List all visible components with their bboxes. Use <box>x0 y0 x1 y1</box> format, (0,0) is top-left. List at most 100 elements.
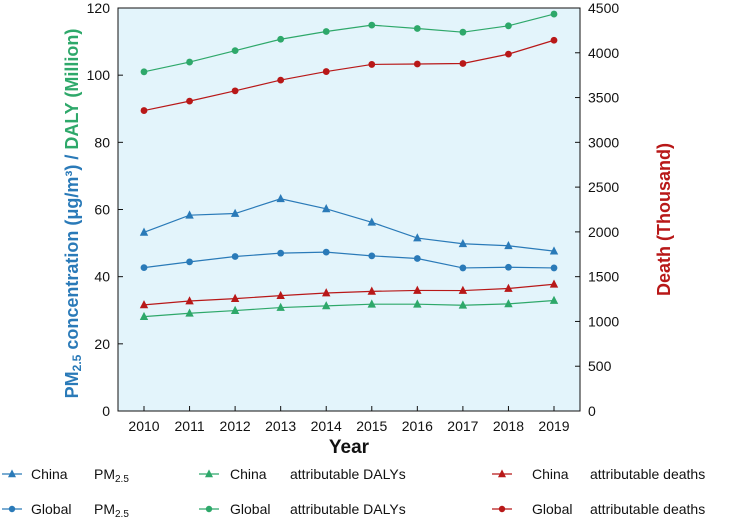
legend-label: PM2.5 <box>94 501 129 520</box>
left-tick-label: 80 <box>94 134 110 150</box>
legend-region: China <box>31 466 68 482</box>
data-point-global_pm <box>413 255 421 262</box>
data-point-china_pm <box>276 193 285 203</box>
right-tick-label: 1000 <box>588 313 619 329</box>
data-point-global_death <box>505 50 512 58</box>
legend-region: Global <box>31 501 71 517</box>
legend-item-china_death: China attributable deaths <box>492 466 705 482</box>
data-point-china_pm <box>139 227 149 236</box>
data-point-global_daly <box>550 10 558 18</box>
data-point-global_daly <box>413 25 421 32</box>
data-point-global_pm <box>322 248 330 256</box>
data-point-global_pm <box>459 264 467 272</box>
data-point-global_pm <box>368 252 376 260</box>
data-point-china_pm <box>413 233 422 242</box>
legend-label: attributable DALYs <box>290 466 406 482</box>
x-axis-title: Year <box>329 437 370 458</box>
data-point-global_daly <box>186 58 193 66</box>
legend-item-global_pm: Global PM2.5 <box>2 501 129 520</box>
data-point-global_death <box>322 68 330 75</box>
series-line-china_death <box>143 283 555 306</box>
legend-label: PM2.5 <box>94 466 129 485</box>
legend-item-global_daly: Global attributable DALYs <box>199 501 406 517</box>
left-axis-title: PM2.5 concentration (μg/m³) / DALY (Mill… <box>62 29 84 399</box>
data-point-china_death <box>230 293 240 302</box>
data-point-china_death <box>185 296 194 305</box>
left-tick-label: 100 <box>87 67 111 83</box>
x-tick-label: 2015 <box>356 418 387 434</box>
x-tick-label: 2019 <box>538 418 569 434</box>
x-tick-label: 2010 <box>128 418 159 434</box>
data-point-global_pm <box>277 249 285 257</box>
right-tick-label: 4000 <box>588 45 619 61</box>
data-point-global_daly <box>231 47 239 55</box>
data-point-china_pm <box>322 204 331 213</box>
data-point-global_death <box>459 60 467 67</box>
data-point-china_pm <box>504 240 513 250</box>
x-tick-label: 2012 <box>220 418 251 434</box>
plot-area <box>117 7 581 412</box>
data-point-china_death <box>276 290 285 300</box>
x-tick-label: 2014 <box>311 418 342 434</box>
data-point-global_daly <box>322 28 330 35</box>
data-point-china_daly <box>367 299 376 308</box>
data-point-china_daly <box>139 311 149 320</box>
legend-item-china_daly: China attributable DALYs <box>199 466 406 482</box>
data-point-global_pm <box>186 258 193 266</box>
data-point-global_pm <box>550 264 558 272</box>
legend-label: attributable deaths <box>590 501 705 517</box>
right-tick-label: 3000 <box>588 134 619 150</box>
series-line-global_pm <box>143 251 555 269</box>
data-point-global_death <box>277 76 285 84</box>
series-global_daly <box>140 10 558 76</box>
right-tick-label: 2500 <box>588 179 619 195</box>
data-point-china_daly <box>549 295 559 304</box>
data-point-china_pm <box>367 217 376 226</box>
data-point-global_pm <box>140 264 148 271</box>
left-tick-label: 0 <box>102 403 110 419</box>
left-tick-label: 20 <box>94 336 110 352</box>
data-point-china_death <box>322 288 331 297</box>
x-tick-label: 2016 <box>402 418 433 434</box>
data-point-china_pm <box>458 238 468 248</box>
data-point-global_daly <box>140 68 148 76</box>
data-point-china_daly <box>504 299 513 308</box>
data-point-china_death <box>367 286 376 295</box>
legend-swatch-marker <box>8 469 16 478</box>
data-point-china_pm <box>549 246 559 255</box>
data-point-china_pm <box>185 210 194 219</box>
data-point-global_daly <box>505 22 512 30</box>
right-tick-label: 3500 <box>588 90 619 106</box>
legend-item-global_death: Global attributable deaths <box>492 501 705 517</box>
legend-region: Global <box>230 501 270 517</box>
left-tick-label: 60 <box>94 202 110 218</box>
x-tick-label: 2017 <box>447 418 478 434</box>
right-axis-title: Death (Thousand) <box>654 143 674 296</box>
data-point-china_daly <box>230 305 240 314</box>
data-point-global_pm <box>231 253 239 260</box>
legend-item-china_pm: China PM2.5 <box>2 466 129 485</box>
x-tick-label: 2011 <box>175 418 205 434</box>
data-point-china_death <box>139 300 149 309</box>
x-tick-label: 2018 <box>493 418 524 434</box>
series-global_death <box>140 36 558 114</box>
legend-swatch-marker <box>8 505 16 513</box>
legend-region: Global <box>532 501 572 517</box>
data-point-china_daly <box>458 300 468 309</box>
data-point-global_daly <box>277 35 285 43</box>
series-line-china_pm <box>143 198 555 252</box>
legend-label: attributable DALYs <box>290 501 406 517</box>
series-line-global_death <box>143 39 555 112</box>
data-point-global_death <box>231 87 239 95</box>
data-point-global_death <box>413 60 421 68</box>
data-point-china_death <box>413 285 422 294</box>
left-tick-label: 40 <box>94 269 110 285</box>
data-point-china_daly <box>322 301 331 310</box>
series-global_pm <box>140 248 558 272</box>
data-point-global_death <box>140 107 148 114</box>
series-line-china_daly <box>143 299 555 318</box>
data-point-global_death <box>186 97 193 105</box>
data-point-china_death <box>504 283 513 292</box>
series-china_pm <box>139 193 559 255</box>
left-tick-label: 120 <box>87 0 111 16</box>
